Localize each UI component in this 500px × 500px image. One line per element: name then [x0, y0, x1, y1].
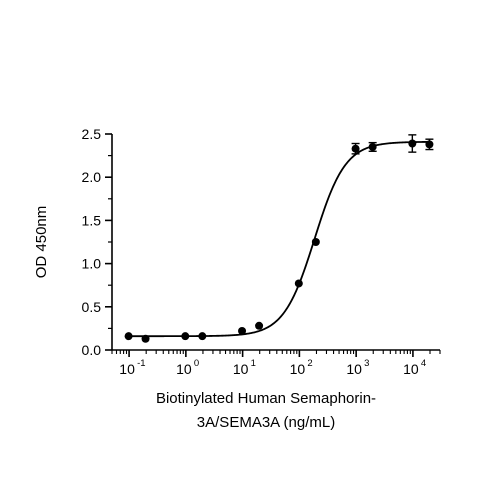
y-tick-label: 0.5 [82, 299, 102, 315]
data-point [294, 279, 303, 288]
x-tick-exponent: -1 [137, 358, 145, 369]
data-point [255, 321, 264, 330]
x-tick-label: 10 [290, 361, 306, 377]
data-point [198, 332, 207, 341]
data-point [238, 326, 247, 335]
data-point [351, 144, 360, 153]
x-tick-exponent: 0 [194, 358, 199, 369]
x-tick-exponent: 3 [364, 358, 369, 369]
y-tick-label: 0.0 [82, 342, 102, 358]
data-point [141, 334, 150, 343]
data-points [124, 134, 434, 343]
fit-curve-group [128, 140, 430, 338]
y-tick-label: 2.5 [82, 126, 102, 142]
fit-curve [128, 140, 430, 338]
x-tick-exponent: 2 [307, 358, 312, 369]
data-point [408, 139, 417, 148]
data-point [311, 238, 320, 246]
x-tick-exponent: 4 [421, 358, 426, 369]
x-tick-label: 10 [176, 361, 192, 377]
data-point [368, 142, 377, 151]
y-tick-label: 1.5 [82, 212, 102, 228]
x-axis-label-line-1: Biotinylated Human Semaphorin- [156, 390, 376, 407]
data-point [124, 332, 133, 341]
x-tick-label: 10 [346, 361, 362, 377]
data-point [181, 332, 190, 341]
x-tick-label: 10 [233, 361, 249, 377]
x-ticks: 10 -1 10 0 10 1 10 2 10 3 10 4 [111, 350, 441, 377]
x-tick-exponent: 1 [251, 358, 256, 369]
y-axis-label: OD 450nm [33, 206, 50, 279]
y-tick-label: 2.0 [82, 169, 102, 185]
x-tick-label: 10 [403, 361, 419, 377]
y-tick-label: 1.0 [82, 256, 102, 272]
data-point [425, 140, 434, 149]
x-axis-label-line-2: 3A/SEMA3A (ng/mL) [197, 414, 335, 431]
axes [111, 134, 440, 351]
y-ticks: 0.0 0.5 1.0 1.5 2.0 2.5 [82, 126, 112, 358]
x-tick-label: 10 [119, 361, 135, 377]
